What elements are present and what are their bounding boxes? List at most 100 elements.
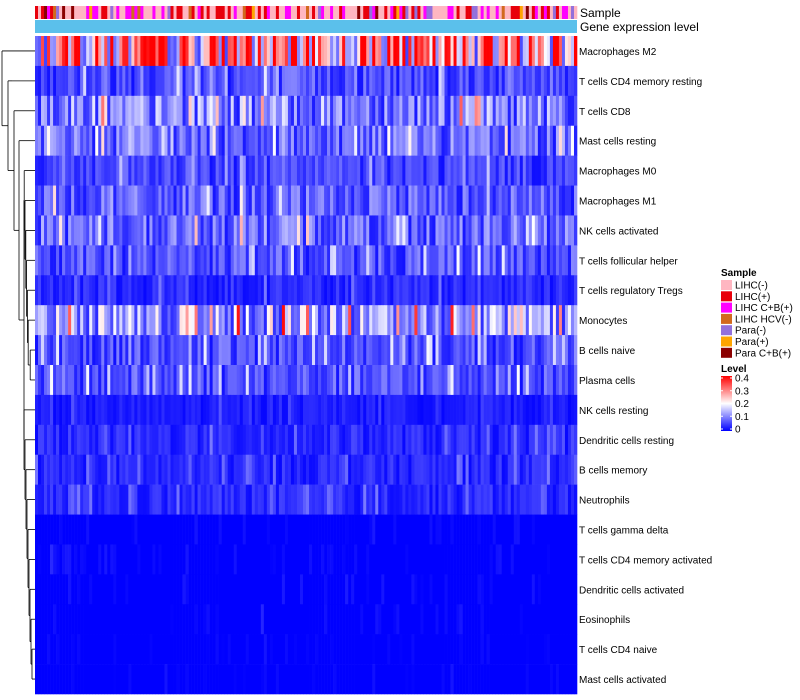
heatmap-row (35, 125, 578, 156)
heatmap-cell (173, 305, 177, 336)
heatmap-cell (116, 574, 120, 605)
heatmap-cell (194, 275, 198, 306)
heatmap-cell (441, 335, 445, 366)
heatmap-cell (510, 424, 515, 456)
heatmap-cell (420, 544, 424, 575)
heatmap-cell (399, 95, 403, 127)
heatmap-cell (281, 185, 286, 216)
heatmap-cell (498, 36, 503, 67)
heatmap-cell (38, 604, 42, 635)
heatmap-cell (345, 275, 349, 306)
heatmap-cell (278, 305, 283, 336)
heatmap-cell (408, 514, 412, 545)
heatmap-cell (71, 155, 75, 186)
sample-annotation-cell (561, 6, 566, 19)
heatmap-cell (68, 365, 72, 396)
heatmap-cell (438, 365, 442, 396)
heatmap-cell (474, 424, 478, 456)
heatmap-cell (342, 634, 346, 665)
heatmap-cell (312, 574, 316, 605)
heatmap-cell (468, 484, 472, 515)
heatmap-cell (284, 65, 289, 97)
heatmap-cell (528, 36, 533, 67)
heatmap-cell (95, 335, 99, 366)
heatmap-cell (495, 394, 500, 426)
heatmap-cell (266, 574, 271, 605)
heatmap-cell (140, 65, 144, 97)
heatmap-cell (507, 514, 512, 545)
heatmap-cell (561, 604, 566, 635)
heatmap-cell (185, 634, 189, 665)
heatmap-cell (266, 604, 271, 635)
heatmap-cell (540, 604, 545, 635)
heatmap-cell (366, 484, 370, 515)
heatmap-cell (140, 155, 144, 186)
heatmap-cell (345, 95, 349, 127)
heatmap-cell (384, 215, 388, 246)
heatmap-cell (396, 664, 400, 695)
heatmap-cell (327, 125, 331, 156)
heatmap-cell (330, 604, 334, 635)
heatmap-cell (498, 574, 503, 605)
level-colorbar (721, 376, 732, 431)
heatmap-cell (336, 394, 340, 426)
heatmap-cell (456, 514, 460, 545)
heatmap-cell (552, 604, 557, 635)
sample-annotation-cell (275, 6, 280, 19)
sample-legend-label: Para(-) (735, 326, 766, 337)
heatmap-cell (414, 305, 418, 336)
heatmap-cell (158, 664, 162, 695)
heatmap-cell (107, 484, 111, 515)
heatmap-cell (248, 664, 253, 695)
heatmap-cell (477, 215, 481, 246)
heatmap-cell (363, 155, 367, 186)
heatmap-cell (254, 574, 259, 605)
heatmap-cell (567, 245, 572, 276)
heatmap-cell (420, 335, 424, 366)
heatmap-cell (306, 394, 310, 426)
heatmap-cell (233, 335, 238, 366)
heatmap-cell (495, 365, 500, 396)
heatmap-cell (570, 544, 575, 575)
heatmap-cell (324, 155, 328, 186)
heatmap-cell (504, 125, 509, 156)
sample-annotation-cell (83, 6, 87, 19)
heatmap-cell (62, 125, 66, 156)
heatmap-cell (167, 664, 171, 695)
heatmap-cell (248, 394, 253, 426)
heatmap-cell (290, 335, 295, 366)
heatmap-cell (206, 125, 210, 156)
heatmap-cell (269, 424, 274, 456)
heatmap-cell (399, 275, 403, 306)
heatmap-cell (149, 95, 153, 127)
heatmap-cell (384, 544, 388, 575)
heatmap-cell (558, 155, 563, 186)
heatmap-cell (185, 544, 189, 575)
heatmap-cell (351, 305, 355, 336)
heatmap-cell (83, 125, 87, 156)
heatmap-cell (47, 484, 51, 515)
heatmap-cell (561, 215, 566, 246)
heatmap-cell (182, 155, 186, 186)
heatmap-cell (110, 275, 114, 306)
heatmap-cell (206, 514, 210, 545)
heatmap-cell (540, 275, 545, 306)
heatmap-cell (53, 95, 57, 127)
heatmap-cell (203, 245, 207, 276)
heatmap-cell (453, 275, 457, 306)
heatmap-cell (408, 424, 412, 456)
heatmap-cell (531, 484, 536, 515)
heatmap-cell (528, 65, 533, 97)
heatmap-cell (293, 125, 298, 156)
heatmap-cell (357, 424, 361, 456)
heatmap-cell (296, 185, 301, 216)
heatmap-cell (128, 484, 132, 515)
heatmap-cell (164, 604, 168, 635)
heatmap-cell (176, 275, 180, 306)
heatmap-cell (47, 634, 51, 665)
heatmap-cell (98, 454, 102, 485)
heatmap-cell (411, 664, 415, 695)
heatmap-cell (324, 335, 328, 366)
heatmap-cell (167, 65, 171, 97)
heatmap-cell (510, 484, 515, 515)
